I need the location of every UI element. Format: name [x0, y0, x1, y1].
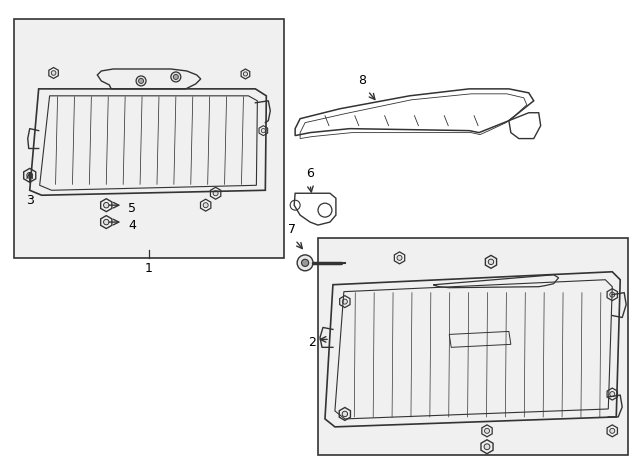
- Polygon shape: [485, 255, 497, 268]
- Text: 8: 8: [358, 74, 365, 87]
- Circle shape: [203, 203, 208, 208]
- Polygon shape: [339, 407, 351, 421]
- Circle shape: [27, 172, 33, 179]
- Circle shape: [261, 129, 266, 133]
- Polygon shape: [482, 425, 492, 437]
- Polygon shape: [481, 440, 493, 454]
- Polygon shape: [100, 199, 112, 211]
- Polygon shape: [607, 289, 618, 300]
- Circle shape: [342, 411, 348, 417]
- Circle shape: [104, 203, 109, 208]
- Circle shape: [173, 74, 179, 80]
- Circle shape: [139, 79, 143, 83]
- Circle shape: [171, 72, 181, 82]
- Polygon shape: [49, 67, 58, 79]
- Polygon shape: [100, 216, 112, 228]
- Polygon shape: [394, 252, 404, 264]
- Text: 6: 6: [306, 167, 314, 180]
- Circle shape: [243, 72, 248, 76]
- Circle shape: [213, 191, 218, 196]
- Bar: [14, 19, 284, 258]
- Circle shape: [610, 292, 615, 297]
- Circle shape: [136, 76, 146, 86]
- Polygon shape: [607, 425, 618, 437]
- Polygon shape: [340, 296, 350, 308]
- Circle shape: [297, 255, 313, 271]
- Circle shape: [484, 428, 490, 433]
- Circle shape: [484, 444, 490, 450]
- Circle shape: [51, 71, 56, 75]
- Polygon shape: [259, 126, 268, 136]
- Circle shape: [104, 219, 109, 225]
- Text: 5: 5: [128, 202, 136, 215]
- Text: 2: 2: [308, 336, 316, 349]
- Bar: [318, 238, 628, 455]
- Polygon shape: [211, 187, 221, 199]
- Polygon shape: [241, 69, 250, 79]
- Polygon shape: [200, 199, 211, 211]
- Circle shape: [342, 299, 348, 304]
- Text: 7: 7: [288, 223, 296, 236]
- Circle shape: [610, 428, 615, 433]
- Text: 1: 1: [145, 262, 153, 275]
- Polygon shape: [24, 169, 36, 182]
- Text: 4: 4: [128, 219, 136, 232]
- Circle shape: [610, 391, 615, 397]
- Circle shape: [301, 259, 308, 267]
- Text: 3: 3: [26, 194, 34, 207]
- Polygon shape: [607, 388, 618, 400]
- Circle shape: [397, 255, 402, 260]
- Circle shape: [488, 259, 493, 265]
